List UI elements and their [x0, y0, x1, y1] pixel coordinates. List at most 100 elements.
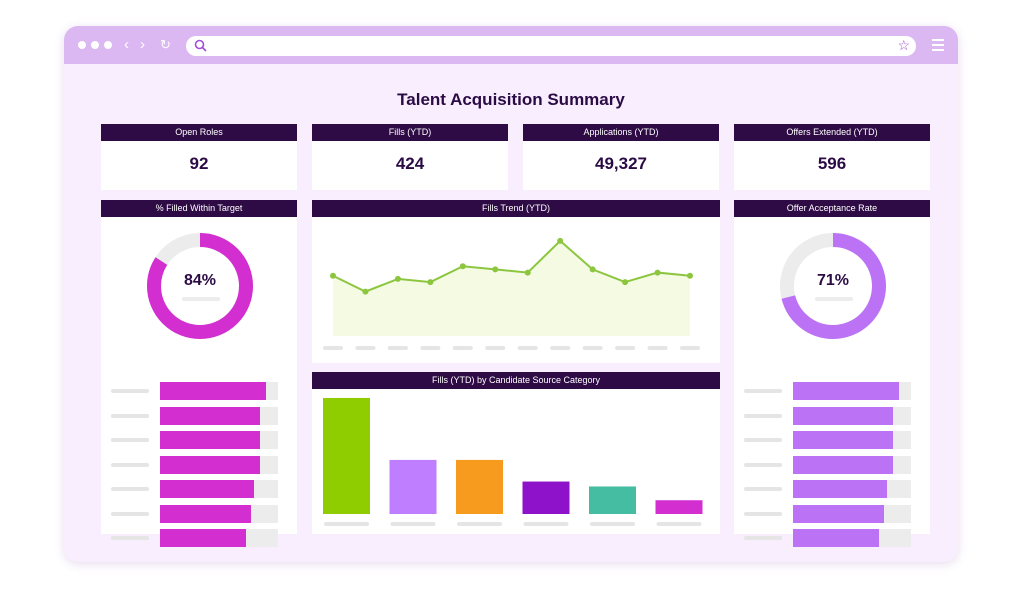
bar-track [793, 406, 911, 425]
bar-track [160, 529, 278, 547]
kpi-value: 49,327 [595, 154, 647, 173]
kpi-label: Applications (YTD) [523, 124, 719, 141]
refresh-icon[interactable]: ↻ [160, 37, 171, 52]
chart-title: Fills Trend (YTD) [312, 200, 720, 217]
window-dot-icon[interactable] [104, 41, 112, 49]
fills-trend-panel: Fills Trend (YTD) [312, 200, 720, 363]
bar-label-placeholder [744, 511, 782, 516]
bar-label-placeholder [111, 389, 149, 393]
bar-track [793, 382, 911, 400]
kpi-label: Open Roles [101, 124, 297, 141]
bar-track [793, 480, 911, 498]
bar-track [160, 480, 278, 498]
bar-track [160, 431, 278, 449]
bar-track [793, 504, 911, 523]
x-tick-placeholder [485, 346, 506, 350]
bar-fill [793, 504, 884, 523]
source-bar [589, 486, 636, 514]
source-bar [456, 459, 503, 514]
panel-title: % Filled Within Target [101, 200, 297, 217]
offer-acceptance-donut [780, 233, 886, 339]
kpi-card-fills: Fills (YTD) 424 [312, 124, 508, 190]
address-bar[interactable]: ☆ [186, 36, 916, 56]
source-bar [323, 397, 370, 514]
trend-point [394, 275, 401, 282]
bar-label-placeholder [111, 511, 149, 516]
category-label-placeholder [656, 522, 702, 526]
window-dot-icon[interactable] [78, 41, 86, 49]
trend-point [330, 272, 336, 279]
kpi-card-applications: Applications (YTD) 49,327 [523, 124, 719, 190]
bar-track [160, 406, 278, 425]
back-icon[interactable]: ‹ [124, 36, 129, 53]
bar-label-placeholder [111, 487, 149, 491]
bar-track [793, 529, 911, 547]
fills-by-source-chart [323, 397, 703, 526]
bar-label-placeholder [111, 536, 149, 540]
kpi-card-open-roles: Open Roles 92 [101, 124, 297, 190]
x-tick-placeholder [355, 346, 376, 350]
search-icon [194, 39, 207, 52]
donut-value: 84% [183, 272, 217, 289]
bar-label-placeholder [744, 536, 782, 540]
bar-label-placeholder [744, 413, 782, 418]
bar-label-placeholder [744, 438, 782, 442]
filled-within-target-donut [147, 233, 253, 339]
forward-icon[interactable]: › [140, 36, 145, 53]
fills-trend-chart [323, 237, 700, 350]
kpi-label: Offers Extended (YTD) [734, 124, 930, 141]
bar-fill [793, 406, 894, 425]
bar-fill [160, 406, 261, 425]
bar-track [160, 504, 278, 523]
browser-window: ‹ › ↻ ☆ Talent Acquisition Summary Open … [64, 26, 958, 562]
menu-icon[interactable] [932, 39, 944, 54]
category-label-placeholder [390, 522, 436, 526]
trend-point [654, 269, 661, 276]
bar-fill [160, 455, 261, 474]
donut-value: 71% [816, 272, 850, 289]
x-tick-placeholder [323, 346, 343, 350]
x-tick-placeholder [615, 346, 636, 350]
trend-point [492, 266, 499, 273]
bar-label-placeholder [744, 487, 782, 491]
trend-point [427, 279, 434, 286]
chart-title: Fills (YTD) by Candidate Source Category [312, 372, 720, 389]
offer-acceptance-panel: Offer Acceptance Rate 71% [734, 200, 930, 547]
bar-track [793, 431, 911, 449]
x-tick-placeholder [517, 346, 538, 350]
bar-fill [160, 431, 261, 449]
x-tick-placeholder [582, 346, 603, 350]
trend-line [332, 239, 691, 293]
bar-fill [793, 382, 900, 400]
bar-label-placeholder [744, 462, 782, 467]
trend-point [622, 279, 629, 286]
trend-point [589, 266, 596, 273]
bar-fill [793, 455, 894, 474]
window-dot-icon[interactable] [91, 41, 99, 49]
category-label-placeholder [523, 522, 569, 526]
browser-toolbar: ‹ › ↻ ☆ [64, 26, 958, 64]
bar-fill [160, 480, 255, 498]
category-label-placeholder [457, 522, 502, 526]
kpi-value: 424 [395, 154, 425, 173]
trend-point [524, 269, 531, 276]
kpi-label: Fills (YTD) [312, 124, 508, 141]
kpi-value: 596 [817, 154, 847, 173]
donut-caption-placeholder [182, 297, 220, 301]
bar-track [793, 455, 911, 474]
donut-arc [147, 233, 253, 339]
source-bar [389, 459, 437, 514]
bar-label-placeholder [111, 462, 149, 467]
bar-fill [793, 529, 880, 547]
x-tick-placeholder [550, 346, 571, 350]
trend-point [687, 272, 693, 279]
trend-point [362, 288, 369, 295]
donut-arc [780, 233, 886, 339]
x-tick-placeholder [452, 346, 473, 350]
star-icon[interactable]: ☆ [897, 37, 910, 53]
bar-track [160, 455, 278, 474]
category-label-placeholder [324, 522, 369, 526]
bar-fill [793, 431, 894, 449]
filled-within-target-panel: % Filled Within Target 84% [101, 200, 297, 547]
bar-label-placeholder [744, 389, 782, 393]
